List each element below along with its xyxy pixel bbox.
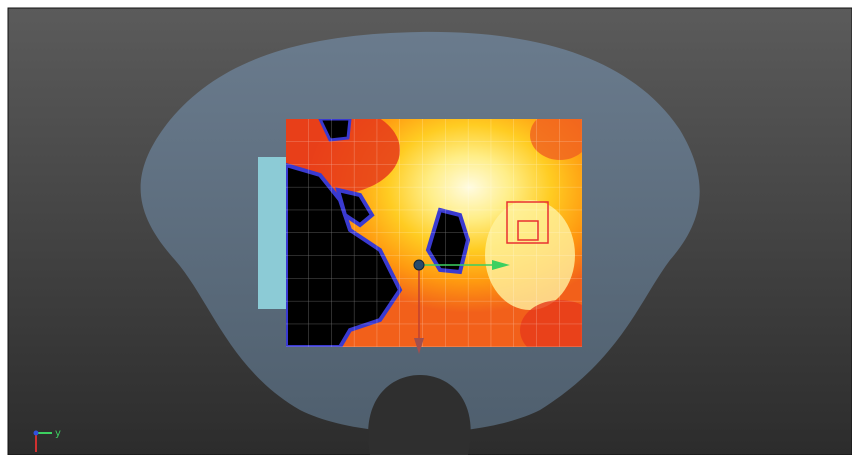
gizmo-center[interactable]: [413, 259, 425, 271]
model-cutout: [368, 375, 471, 455]
selection-box[interactable]: [506, 201, 549, 244]
axis-y-label: y: [55, 428, 61, 439]
axis-z: [33, 430, 39, 436]
selection-box-inner[interactable]: [517, 220, 539, 241]
gizmo-x-arrow[interactable]: [414, 338, 424, 354]
side-panel: [258, 157, 286, 309]
gizmo-y-arrow[interactable]: [492, 260, 510, 270]
heatmap: [286, 119, 582, 347]
axis-gizmo: y: [33, 428, 61, 452]
